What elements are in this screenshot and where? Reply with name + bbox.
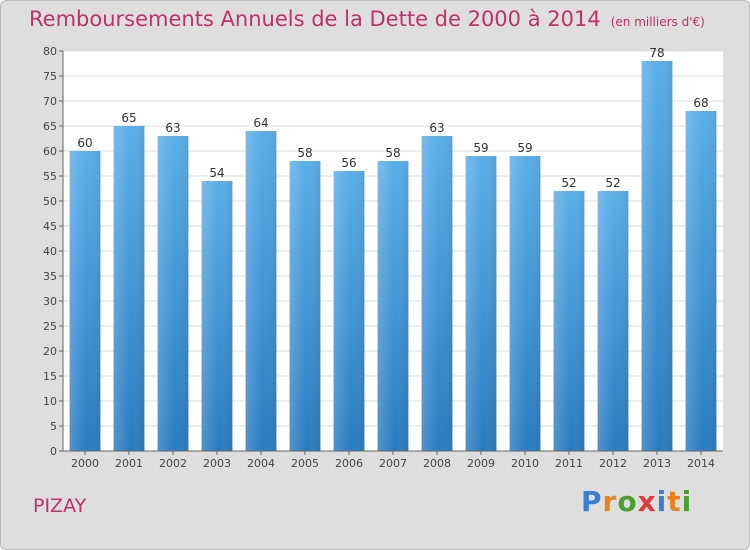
x-tick-label: 2004 xyxy=(247,457,275,470)
x-tick-label: 2013 xyxy=(643,457,671,470)
x-tick-label: 2000 xyxy=(71,457,99,470)
bar-value-label: 52 xyxy=(561,176,576,190)
logo-letter: r xyxy=(602,485,618,518)
x-tick-label: 2011 xyxy=(555,457,583,470)
bar-value-label: 65 xyxy=(121,111,136,125)
bar-shine-2002 xyxy=(157,136,189,451)
x-tick-label: 2001 xyxy=(115,457,143,470)
bar-value-label: 54 xyxy=(209,166,224,180)
y-tick-label: 25 xyxy=(43,320,57,333)
x-tick-label: 2005 xyxy=(291,457,319,470)
bar-value-label: 58 xyxy=(297,146,312,160)
chart-title-row: Remboursements Annuels de la Dette de 20… xyxy=(29,7,705,31)
bar-shine-2008 xyxy=(421,136,453,451)
bar-value-label: 52 xyxy=(605,176,620,190)
y-tick-label: 40 xyxy=(43,245,57,258)
y-tick-label: 5 xyxy=(50,420,57,433)
bar-value-label: 58 xyxy=(385,146,400,160)
bar-value-label: 63 xyxy=(165,121,180,135)
bar-value-label: 60 xyxy=(77,136,92,150)
bar-value-label: 78 xyxy=(649,46,664,60)
bar-value-label: 59 xyxy=(473,141,488,155)
y-tick-label: 20 xyxy=(43,345,57,358)
bar-shine-2006 xyxy=(333,171,365,451)
bar-shine-2012 xyxy=(597,191,629,451)
x-tick-label: 2008 xyxy=(423,457,451,470)
y-tick-label: 30 xyxy=(43,295,57,308)
bar-shine-2003 xyxy=(201,181,233,451)
x-tick-label: 2006 xyxy=(335,457,363,470)
y-tick-label: 75 xyxy=(43,70,57,83)
logo-letter: P xyxy=(581,485,603,518)
bar-shine-2014 xyxy=(685,111,717,451)
bar-value-label: 56 xyxy=(341,156,356,170)
x-tick-label: 2014 xyxy=(687,457,715,470)
logo-letter: i xyxy=(681,485,693,518)
bar-shine-2001 xyxy=(113,126,145,451)
x-tick-label: 2003 xyxy=(203,457,231,470)
y-tick-label: 0 xyxy=(50,445,57,458)
bar-shine-2009 xyxy=(465,156,497,451)
chart-title: Remboursements Annuels de la Dette de 20… xyxy=(29,7,601,31)
bar-shine-2010 xyxy=(509,156,541,451)
logo-letter: x xyxy=(637,485,657,518)
bar-shine-2007 xyxy=(377,161,409,451)
y-tick-label: 10 xyxy=(43,395,57,408)
bar-value-label: 59 xyxy=(517,141,532,155)
x-tick-label: 2002 xyxy=(159,457,187,470)
proxiti-logo: Proxiti xyxy=(581,485,692,518)
bar-shine-2005 xyxy=(289,161,321,451)
logo-letter: i xyxy=(656,485,668,518)
y-tick-label: 50 xyxy=(43,195,57,208)
bar-shine-2011 xyxy=(553,191,585,451)
y-tick-label: 60 xyxy=(43,145,57,158)
x-tick-label: 2009 xyxy=(467,457,495,470)
bar-shine-2000 xyxy=(69,151,101,451)
place-name: PIZAY xyxy=(33,495,87,517)
y-tick-label: 55 xyxy=(43,170,57,183)
y-tick-label: 35 xyxy=(43,270,57,283)
bar-value-label: 64 xyxy=(253,116,268,130)
bar-shine-2004 xyxy=(245,131,277,451)
y-tick-label: 45 xyxy=(43,220,57,233)
x-tick-label: 2010 xyxy=(511,457,539,470)
logo-letter: t xyxy=(667,485,682,518)
y-tick-label: 65 xyxy=(43,120,57,133)
bar-value-label: 63 xyxy=(429,121,444,135)
chart-subtitle: (en milliers d'€) xyxy=(610,15,705,29)
x-tick-label: 2007 xyxy=(379,457,407,470)
bar-shine-2013 xyxy=(641,61,673,451)
bar-value-label: 68 xyxy=(693,96,708,110)
x-tick-label: 2012 xyxy=(599,457,627,470)
axes: 0 5 10 15 20 25 30 35 40 45 50 55 60 65 70 75 80 2000 2001… xyxy=(43,45,723,470)
y-tick-label: 15 xyxy=(43,370,57,383)
bars: 60 65 63 54 64 58 56 58 63 59 59 52 52 78 68 xyxy=(69,46,717,451)
y-tick-label: 80 xyxy=(43,45,57,58)
logo-letter: o xyxy=(617,485,638,518)
y-tick-label: 70 xyxy=(43,95,57,108)
